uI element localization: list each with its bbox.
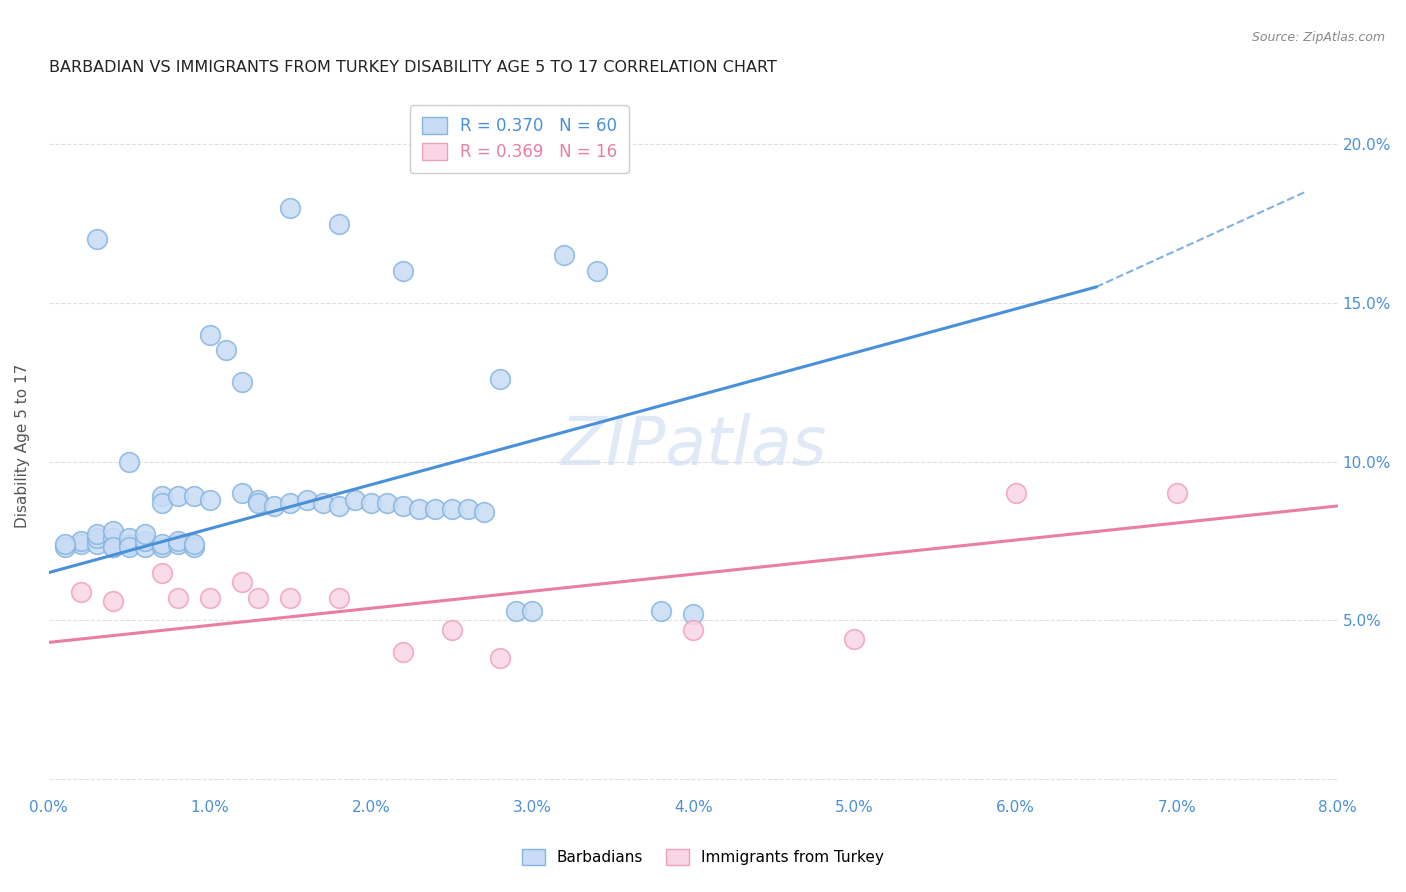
Point <box>247 492 270 507</box>
Point <box>166 537 188 551</box>
Text: Source: ZipAtlas.com: Source: ZipAtlas.com <box>1251 31 1385 45</box>
Point <box>86 537 108 551</box>
Point <box>457 502 479 516</box>
Point <box>489 651 512 665</box>
Point <box>166 490 188 504</box>
Point <box>103 594 125 608</box>
Point <box>280 201 302 215</box>
Point <box>150 566 173 580</box>
Point <box>472 505 495 519</box>
Point <box>183 540 205 554</box>
Legend: Barbadians, Immigrants from Turkey: Barbadians, Immigrants from Turkey <box>516 843 890 871</box>
Point <box>150 537 173 551</box>
Point <box>295 492 318 507</box>
Point <box>392 264 415 278</box>
Point <box>215 343 238 358</box>
Point <box>425 502 447 516</box>
Point <box>86 531 108 545</box>
Point <box>198 492 221 507</box>
Point <box>682 607 704 621</box>
Point <box>103 524 125 539</box>
Point <box>328 591 350 605</box>
Y-axis label: Disability Age 5 to 17: Disability Age 5 to 17 <box>15 364 30 528</box>
Point <box>150 496 173 510</box>
Point <box>53 540 76 554</box>
Point <box>280 496 302 510</box>
Point <box>489 372 512 386</box>
Point <box>682 623 704 637</box>
Point <box>231 375 253 389</box>
Legend: R = 0.370   N = 60, R = 0.369   N = 16: R = 0.370 N = 60, R = 0.369 N = 16 <box>409 105 628 173</box>
Point <box>247 591 270 605</box>
Point <box>505 604 527 618</box>
Point <box>392 645 415 659</box>
Point <box>103 540 125 554</box>
Point <box>247 496 270 510</box>
Point <box>375 496 398 510</box>
Point <box>343 492 366 507</box>
Point <box>392 499 415 513</box>
Point <box>118 540 141 554</box>
Point <box>408 502 430 516</box>
Point <box>103 531 125 545</box>
Point <box>198 591 221 605</box>
Point <box>553 248 575 262</box>
Point <box>585 264 607 278</box>
Point <box>118 531 141 545</box>
Point <box>166 533 188 548</box>
Point <box>53 537 76 551</box>
Point <box>103 540 125 554</box>
Point <box>1004 486 1026 500</box>
Point <box>198 327 221 342</box>
Point <box>150 540 173 554</box>
Point <box>118 537 141 551</box>
Point <box>134 533 156 548</box>
Point <box>118 454 141 468</box>
Point <box>86 232 108 246</box>
Point <box>328 499 350 513</box>
Point <box>134 527 156 541</box>
Point <box>183 537 205 551</box>
Point <box>86 527 108 541</box>
Point <box>150 490 173 504</box>
Point <box>70 533 93 548</box>
Point <box>650 604 672 618</box>
Point <box>183 490 205 504</box>
Point <box>263 499 285 513</box>
Point <box>280 591 302 605</box>
Point <box>328 217 350 231</box>
Point <box>440 502 463 516</box>
Point <box>231 575 253 590</box>
Text: ZIPatlas: ZIPatlas <box>560 413 827 479</box>
Point <box>360 496 382 510</box>
Point <box>440 623 463 637</box>
Point <box>166 591 188 605</box>
Point <box>311 496 333 510</box>
Point <box>70 584 93 599</box>
Point <box>134 540 156 554</box>
Point <box>520 604 543 618</box>
Text: BARBADIAN VS IMMIGRANTS FROM TURKEY DISABILITY AGE 5 TO 17 CORRELATION CHART: BARBADIAN VS IMMIGRANTS FROM TURKEY DISA… <box>49 60 776 75</box>
Point <box>231 486 253 500</box>
Point <box>70 537 93 551</box>
Point <box>1166 486 1188 500</box>
Point <box>844 632 866 647</box>
